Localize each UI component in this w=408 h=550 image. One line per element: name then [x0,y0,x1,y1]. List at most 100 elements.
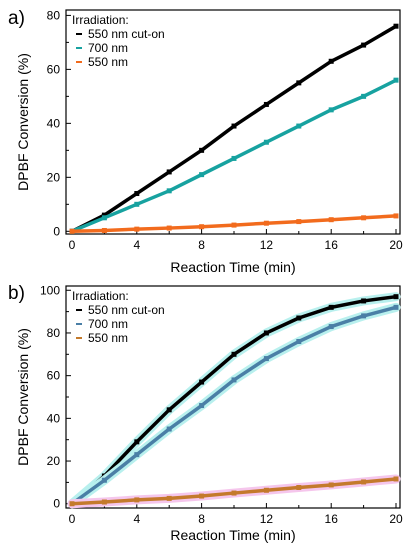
y-tick-label: 0 [53,224,60,238]
data-point-2 [296,219,302,225]
data-point-0 [134,439,140,445]
data-point-2 [263,487,269,493]
data-point-2 [134,497,140,503]
x-axis-title: Reaction Time (min) [170,259,295,275]
legend-entry: 550 nm cut-on [88,303,165,317]
data-point-0 [101,212,107,218]
data-point-0 [231,123,237,129]
data-point-0 [296,315,302,321]
x-tick-label: 8 [198,238,205,252]
data-point-2 [328,217,334,223]
data-point-1 [393,304,399,310]
data-point-1 [166,426,172,432]
y-tick-label: 80 [47,8,61,22]
data-point-2 [69,501,75,507]
x-tick-label: 16 [325,512,339,526]
data-point-2 [101,499,107,505]
data-point-1 [361,93,367,99]
data-point-1 [263,139,269,145]
data-point-2 [393,476,399,482]
y-tick-label: 80 [47,326,61,340]
x-tick-label: 12 [260,238,274,252]
y-tick-label: 20 [47,170,61,184]
data-point-2 [199,224,205,230]
y-tick-label: 40 [47,116,61,130]
data-point-1 [263,356,269,362]
legend-entry: 700 nm [88,41,128,55]
legend-entry: 550 nm [88,55,128,69]
data-point-2 [69,228,75,234]
data-point-1 [328,324,334,330]
data-point-1 [101,215,107,221]
panel-b: b) 0 4 8 12 16 20 0 20 40 60 80 100 Reaction Time (mi… [8,283,403,543]
y-axis-title: DPBF Conversion (%) [15,53,31,191]
data-point-0 [328,58,334,64]
data-point-0 [231,351,237,357]
data-point-1 [199,403,205,409]
data-point-0 [296,80,302,86]
data-point-0 [263,101,269,107]
x-axis-title: Reaction Time (min) [170,527,295,543]
data-point-2 [134,226,140,232]
data-point-2 [166,225,172,231]
data-point-0 [328,304,334,310]
y-tick-label: 60 [47,369,61,383]
data-point-2 [393,213,399,219]
panel-label: a) [8,8,25,29]
data-point-0 [199,147,205,153]
x-tick-label: 0 [69,238,76,252]
data-point-1 [361,313,367,319]
legend-entry: 550 nm [88,331,128,345]
data-point-0 [393,294,399,300]
legend-entry: 550 nm cut-on [88,27,165,41]
legend-title: Irradiation: [72,13,129,27]
x-tick-label: 4 [133,512,140,526]
legend-title: Irradiation: [72,289,129,303]
data-point-2 [231,222,237,228]
plot-frame [65,9,401,235]
data-point-2 [199,493,205,499]
data-point-0 [361,298,367,304]
legend-entry: 700 nm [88,317,128,331]
y-axis-title: DPBF Conversion (%) [15,328,31,466]
x-tick-label: 8 [198,512,205,526]
data-point-0 [361,42,367,48]
data-point-0 [134,191,140,197]
data-point-0 [166,407,172,413]
x-tick-label: 4 [133,238,140,252]
data-point-1 [231,155,237,161]
y-tick-label: 40 [47,411,61,425]
data-point-1 [393,77,399,83]
y-tick-label: 0 [53,497,60,511]
data-point-1 [134,201,140,207]
panel-a: a) 0 4 8 12 16 20 0 20 40 60 80 Reaction Time (min) D… [8,8,403,275]
x-tick-label: 16 [325,238,339,252]
y-tick-label: 60 [47,62,61,76]
data-point-2 [231,490,237,496]
x-tick-label: 20 [389,238,403,252]
data-point-0 [166,169,172,175]
series-line-1 [71,78,397,233]
data-point-1 [296,123,302,129]
data-point-2 [296,485,302,491]
data-point-0 [263,330,269,336]
data-point-1 [199,172,205,178]
x-tick-label: 0 [69,512,76,526]
data-point-2 [101,227,107,233]
data-point-1 [296,339,302,344]
data-point-1 [134,452,140,458]
data-point-2 [328,482,334,488]
y-tick-label: 100 [40,283,60,297]
data-point-2 [361,215,367,221]
data-point-2 [263,220,269,226]
panel-label: b) [8,283,25,304]
data-point-1 [101,477,107,483]
x-tick-label: 12 [260,512,274,526]
data-point-0 [199,379,205,385]
data-point-2 [166,495,172,501]
x-tick-label: 20 [389,512,403,526]
data-point-1 [231,377,237,383]
data-point-2 [361,479,367,485]
data-point-0 [393,23,399,29]
